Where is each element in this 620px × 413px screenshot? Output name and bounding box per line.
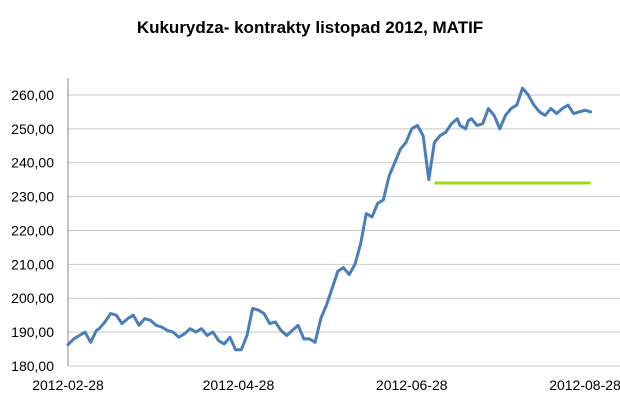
y-tick-label-8: 260,00 [11,87,54,103]
chart-title: Kukurydza- kontrakty listopad 2012, MATI… [136,18,484,37]
y-tick-label-1: 190,00 [11,324,54,340]
y-tick-label-0: 180,00 [11,358,54,374]
y-tick-label-7: 250,00 [11,121,54,137]
y-tick-label-2: 200,00 [11,290,54,306]
y-tick-label-3: 210,00 [11,256,54,272]
x-tick-label-3: 2012-08-28 [549,377,620,393]
x-tick-label-2: 2012-06-28 [376,377,448,393]
x-tick-label-1: 2012-04-28 [203,377,275,393]
y-tick-label-6: 240,00 [11,155,54,171]
series-line-0 [66,86,593,352]
x-tick-label-0: 2012-02-28 [32,377,104,393]
y-tick-label-4: 220,00 [11,222,54,238]
y-tick-label-5: 230,00 [11,189,54,205]
